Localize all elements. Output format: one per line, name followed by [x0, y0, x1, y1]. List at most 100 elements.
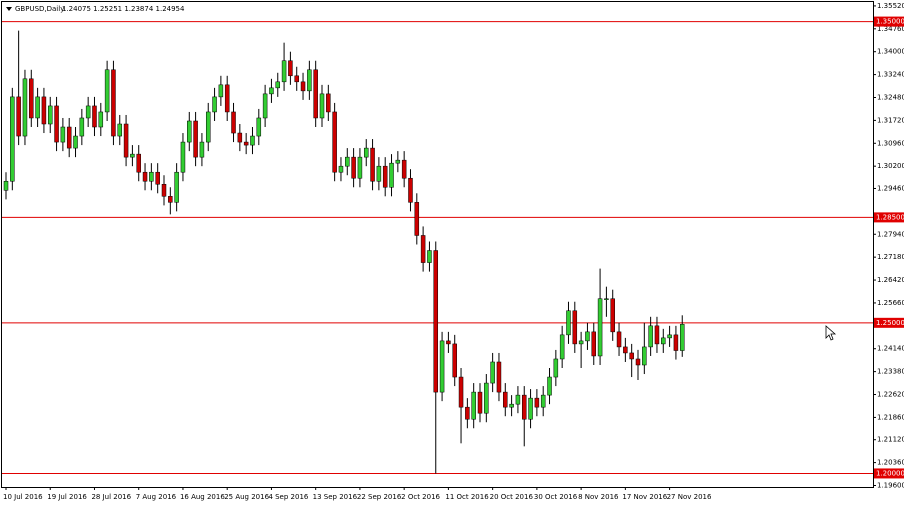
y-tick-label: 1.27940: [877, 230, 904, 238]
x-tick-label: 22 Sep 2016: [357, 493, 402, 501]
candle-body: [566, 310, 571, 336]
candle-body: [401, 159, 407, 179]
candle-body: [262, 93, 268, 119]
candle-body: [509, 403, 514, 408]
candle-body: [73, 135, 78, 149]
y-tick-label: 1.24140: [877, 345, 904, 353]
x-tick-label: 7 Aug 2016: [136, 493, 177, 501]
x-tick-label: 4 Sep 2016: [268, 493, 308, 501]
y-tick-label: 1.30960: [877, 139, 904, 147]
candle-body: [484, 382, 489, 414]
candle-body: [130, 153, 135, 158]
y-tick-label: 1.31720: [877, 116, 904, 124]
candle-body: [104, 69, 110, 113]
candle-body: [414, 202, 420, 236]
candle-body: [496, 361, 502, 393]
x-tick-label: 30 Oct 2016: [534, 493, 578, 501]
candle-body: [540, 394, 546, 408]
candle-body: [79, 117, 85, 137]
x-tick-label: 25 Aug 2016: [224, 493, 269, 501]
candle-body: [559, 334, 565, 360]
level-label: 1.25000: [876, 319, 904, 327]
candle-body: [345, 156, 350, 167]
candle-body: [117, 123, 123, 137]
candle-body: [3, 180, 9, 191]
candle-body: [591, 331, 597, 357]
candle-body: [29, 78, 34, 119]
candle-body: [161, 184, 167, 197]
plot-frame: [1, 1, 874, 488]
x-tick-label: 10 Jul 2016: [3, 493, 43, 501]
candle-body: [553, 358, 559, 378]
candle-body: [648, 325, 653, 348]
candle-body: [269, 87, 274, 95]
candle-body: [168, 196, 173, 203]
y-tick-label: 1.22620: [877, 391, 904, 399]
x-tick-label: 16 Aug 2016: [180, 493, 225, 501]
candle-body: [521, 394, 527, 420]
y-tick-label: 1.34000: [877, 48, 904, 56]
x-tick-label: 11 Oct 2016: [445, 493, 489, 501]
candle-body: [187, 120, 192, 143]
candle-body: [503, 391, 508, 408]
candle-body: [446, 340, 451, 345]
y-tick-label: 1.35520: [877, 2, 904, 10]
candle-body: [389, 162, 394, 188]
level-label: 1.35000: [876, 18, 904, 26]
candle-body: [193, 120, 198, 158]
candle-body: [547, 376, 552, 396]
x-tick-label: 28 Jul 2016: [91, 493, 131, 501]
candle-body: [22, 78, 28, 137]
candle-body: [439, 340, 445, 393]
candle-body: [357, 156, 363, 179]
symbol-title: GBPUSD,Daily: [15, 5, 64, 13]
candle-body: [471, 391, 476, 420]
y-tick-label: 1.30200: [877, 162, 904, 170]
x-tick-label: 2 Oct 2016: [401, 493, 440, 501]
candle-body: [490, 361, 495, 384]
level-label-box: [874, 212, 904, 223]
y-tick-label: 1.21120: [877, 436, 904, 444]
y-tick-label: 1.25660: [877, 299, 904, 307]
candle-body: [35, 96, 40, 119]
candle-body: [250, 135, 255, 146]
candle-body: [515, 394, 521, 405]
candle-body: [585, 331, 590, 342]
candle-body: [477, 391, 483, 414]
y-tick-label: 1.34760: [877, 25, 904, 33]
candle-body: [149, 171, 154, 182]
candle-body: [597, 298, 603, 357]
candle-body: [288, 60, 293, 77]
mouse-cursor: [825, 325, 837, 341]
ohlc-readout: 1.24075 1.25251 1.23874 1.24954: [62, 5, 185, 13]
candle-body: [351, 156, 356, 179]
candle-body: [111, 69, 116, 137]
candle-body: [275, 81, 281, 89]
candle-body: [382, 165, 388, 188]
x-tick-label: 20 Oct 2016: [490, 493, 534, 501]
candle-body: [673, 334, 679, 351]
level-label: 1.28500: [876, 213, 904, 221]
candle-body: [623, 346, 628, 354]
y-tick-label: 1.20360: [877, 459, 904, 467]
x-tick-label: 19 Jul 2016: [47, 493, 87, 501]
candle-body: [231, 111, 236, 134]
level-label-box: [874, 468, 904, 479]
candle-body: [465, 406, 470, 420]
candle-body: [376, 165, 382, 182]
candle-body: [661, 337, 666, 345]
candle-body: [300, 81, 306, 92]
candle-body: [642, 346, 647, 366]
candle-body: [572, 310, 578, 345]
candle-body: [237, 132, 243, 143]
x-tick-label: 17 Nov 2016: [622, 493, 667, 501]
candle-body: [654, 325, 660, 345]
candle-body: [458, 376, 464, 408]
candle-body: [610, 298, 615, 333]
candle-body: [307, 69, 312, 92]
y-tick-label: 1.26420: [877, 276, 904, 284]
candle-body: [326, 93, 331, 113]
candle-body: [142, 171, 148, 182]
level-label-box: [874, 16, 904, 27]
